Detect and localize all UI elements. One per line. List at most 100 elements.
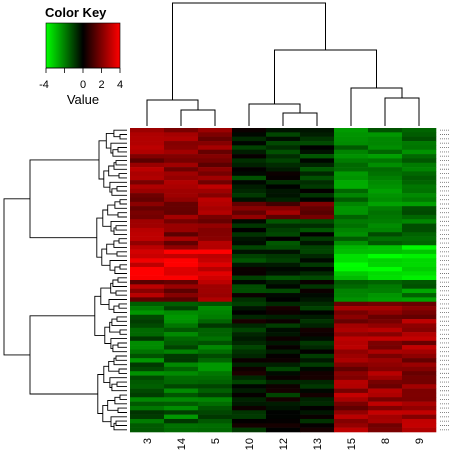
heatmap-cell (164, 358, 199, 363)
heatmap-cell (198, 397, 233, 402)
heatmap-cell (300, 236, 335, 242)
heatmap-cell (232, 149, 267, 155)
heatmap-cell (266, 245, 301, 250)
heatmap-cell (164, 175, 199, 181)
heatmap-cell (402, 306, 437, 311)
heatmap-cell (232, 284, 267, 289)
heatmap-cell (130, 310, 165, 316)
row-dendrogram-branch (106, 243, 117, 255)
heatmap-cell (232, 384, 267, 389)
heatmap-cell (300, 128, 335, 133)
heatmap-cell (130, 388, 165, 394)
heatmap-cell (402, 141, 437, 146)
heatmap-cell (300, 293, 335, 298)
row-dendrogram-branch (114, 396, 127, 405)
heatmap-cell (402, 154, 437, 159)
heatmap-cell (198, 418, 233, 424)
heatmap-cell (300, 240, 335, 246)
heatmap-cell (334, 366, 369, 372)
column-label: 15 (346, 438, 358, 450)
heatmap-cell (164, 427, 199, 433)
heatmap-cell (334, 158, 369, 164)
heatmap-cell (368, 319, 403, 324)
heatmap-cell (300, 410, 335, 415)
heatmap-cell (300, 132, 335, 137)
heatmap-cell (232, 219, 267, 224)
heatmap-cell (198, 423, 233, 428)
heatmap-cell (300, 167, 335, 172)
heatmap-cell (164, 236, 199, 242)
heatmap-cell (130, 227, 165, 233)
heatmap-cell (198, 223, 233, 229)
heatmap-cell (198, 371, 233, 376)
heatmap-cell (300, 162, 335, 168)
heatmap-cell (266, 371, 301, 376)
heatmap-cell (232, 345, 267, 350)
heatmap-cell (368, 358, 403, 363)
heatmap-cell (300, 327, 335, 333)
heatmap-cell (164, 319, 199, 324)
heatmap-cell (232, 319, 267, 324)
heatmap-cell (198, 332, 233, 337)
heatmap-cell (232, 258, 267, 263)
heatmap-cell (368, 397, 403, 402)
heatmap-cell (402, 275, 437, 281)
heatmap-cell (402, 345, 437, 350)
heatmap-cell (164, 314, 199, 320)
heatmap-cell (300, 171, 335, 177)
heatmap-cell (368, 288, 403, 294)
heatmap-cell (300, 358, 335, 363)
heatmap-cell (368, 332, 403, 337)
heatmap-cell (334, 379, 369, 385)
heatmap-cell (266, 401, 301, 407)
heatmap-cell (334, 206, 369, 211)
heatmap-cell (368, 366, 403, 372)
heatmap-cell (402, 184, 437, 190)
heatmap-cell (334, 410, 369, 415)
heatmap-cell (198, 145, 233, 151)
heatmap-cell (232, 128, 267, 133)
heatmap-cell (266, 297, 301, 303)
heatmap-cell (334, 227, 369, 233)
heatmap-cell (130, 262, 165, 268)
heatmap-cell (164, 253, 199, 259)
heatmap-cell (232, 392, 267, 398)
row-dendrogram-branch (105, 132, 114, 149)
heatmap-cell (266, 280, 301, 285)
heatmap-cell (266, 171, 301, 177)
heatmap-cell (164, 219, 199, 224)
heatmap-cell (232, 232, 267, 237)
heatmap-cell (164, 154, 199, 159)
heatmap-cell (266, 141, 301, 146)
heatmap-cell (198, 366, 233, 372)
heatmap-cell (266, 236, 301, 242)
color-key-tick: -4 (39, 79, 49, 91)
heatmap-cell (300, 210, 335, 216)
heatmap-cell (402, 180, 437, 185)
heatmap-cell (232, 336, 267, 342)
heatmap-cell (368, 175, 403, 181)
heatmap-cell (232, 397, 267, 402)
heatmap-cell (130, 375, 165, 381)
heatmap-cell (232, 423, 267, 428)
heatmap-cell (266, 132, 301, 137)
heatmap-cell (300, 193, 335, 198)
heatmap-cell (266, 379, 301, 385)
heatmap-cell (130, 180, 165, 185)
row-dendrogram-branch (118, 303, 127, 309)
heatmap-cell (198, 258, 233, 263)
heatmap-cell (266, 162, 301, 168)
row-dendrogram-branch (115, 355, 127, 361)
heatmap-cell (164, 418, 199, 424)
heatmap-cell (130, 232, 165, 237)
heatmap-cell (130, 405, 165, 411)
heatmap-cell (198, 379, 233, 385)
heatmap-cell (266, 345, 301, 350)
heatmap-cell (402, 410, 437, 415)
heatmap-cell (334, 423, 369, 428)
heatmap-cell (334, 280, 369, 285)
heatmap-cell (334, 349, 369, 355)
row-dendrogram-branch (119, 264, 127, 270)
heatmap-cell (368, 414, 403, 420)
heatmap-cell (130, 201, 165, 207)
